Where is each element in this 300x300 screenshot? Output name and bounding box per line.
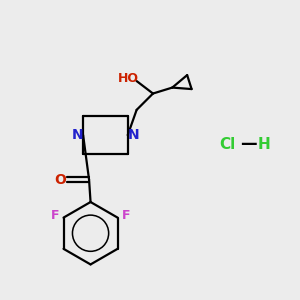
Text: HO: HO	[118, 72, 139, 85]
Text: O: O	[54, 173, 66, 187]
Text: Cl: Cl	[219, 136, 236, 152]
Text: —: —	[240, 135, 256, 153]
Text: F: F	[122, 209, 130, 222]
Text: H: H	[258, 136, 271, 152]
Text: N: N	[71, 128, 83, 142]
Text: F: F	[51, 209, 59, 222]
Text: N: N	[128, 128, 140, 142]
